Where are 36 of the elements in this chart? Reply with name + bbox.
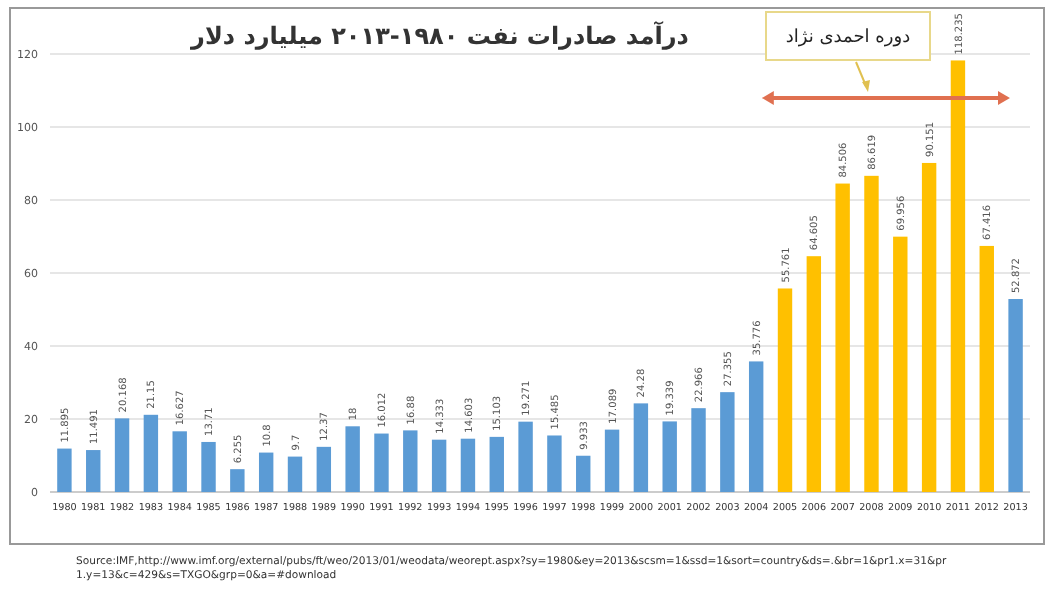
bar — [518, 421, 533, 492]
bar — [748, 361, 764, 492]
chart-title: درآمد صادرات نفت ۱۹۸۰-۲۰۱۳ میلیارد دلار — [189, 20, 689, 50]
bar — [662, 421, 677, 492]
bar — [806, 256, 822, 492]
text: دوره احمدی نژاد — [785, 28, 911, 48]
bar — [201, 441, 216, 492]
bar — [1008, 299, 1023, 492]
bar — [950, 60, 966, 492]
bar — [921, 162, 937, 492]
bar — [114, 418, 130, 492]
bar — [57, 448, 72, 492]
bar — [893, 236, 908, 492]
bar — [374, 433, 389, 492]
bar — [864, 175, 879, 492]
bar — [287, 456, 303, 492]
bar — [691, 408, 706, 492]
bar — [576, 455, 591, 492]
bar — [979, 245, 994, 492]
bar — [86, 450, 101, 492]
bar — [403, 430, 418, 492]
bar — [316, 446, 332, 492]
bar — [604, 429, 620, 492]
bar — [230, 469, 245, 492]
bar — [143, 414, 159, 492]
bar — [547, 435, 562, 492]
bar — [720, 392, 735, 492]
bar — [835, 183, 850, 492]
bar — [431, 439, 447, 492]
bar — [345, 426, 360, 492]
bar — [633, 403, 649, 492]
bar — [777, 288, 793, 492]
bar — [172, 431, 187, 492]
bar — [460, 438, 476, 492]
bar — [258, 452, 274, 492]
bar — [489, 436, 504, 492]
